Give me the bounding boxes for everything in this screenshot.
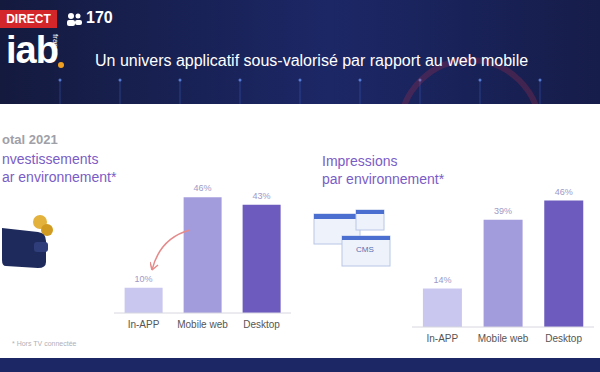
svg-text:46%: 46% <box>194 183 212 193</box>
html-text:* Hors TV connectée: * Hors TV connectée <box>12 340 77 347</box>
html-text:iab: iab <box>6 29 58 71</box>
html-text:ar environnement*: ar environnement* <box>2 169 117 185</box>
svg-text:In-APP: In-APP <box>128 319 160 330</box>
svg-text:Mobile web: Mobile web <box>478 333 529 344</box>
svg-text:10%: 10% <box>135 274 153 284</box>
html-text:Impressions: Impressions <box>322 153 398 169</box>
html-text:nvestissements: nvestissements <box>2 151 99 167</box>
svg-text:43%: 43% <box>253 191 271 201</box>
html-text:170: 170 <box>86 9 113 26</box>
html-text:Un univers applicatif sous-val: Un univers applicatif sous-valorisé par … <box>95 52 529 69</box>
html-text:otal 2021: otal 2021 <box>2 132 58 147</box>
svg-text:Desktop: Desktop <box>545 333 582 344</box>
svg-text:In-APP: In-APP <box>426 333 458 344</box>
html-text:france: france <box>51 34 60 57</box>
svg-text:Mobile web: Mobile web <box>177 319 228 330</box>
svg-text:CMS: CMS <box>356 245 374 254</box>
svg-text:39%: 39% <box>494 206 512 216</box>
svg-text:Desktop: Desktop <box>243 319 280 330</box>
svg-text:46%: 46% <box>555 187 573 197</box>
html-text:DIRECT: DIRECT <box>6 12 51 26</box>
html-text:par environnement*: par environnement* <box>322 171 445 187</box>
svg-text:14%: 14% <box>433 275 451 285</box>
